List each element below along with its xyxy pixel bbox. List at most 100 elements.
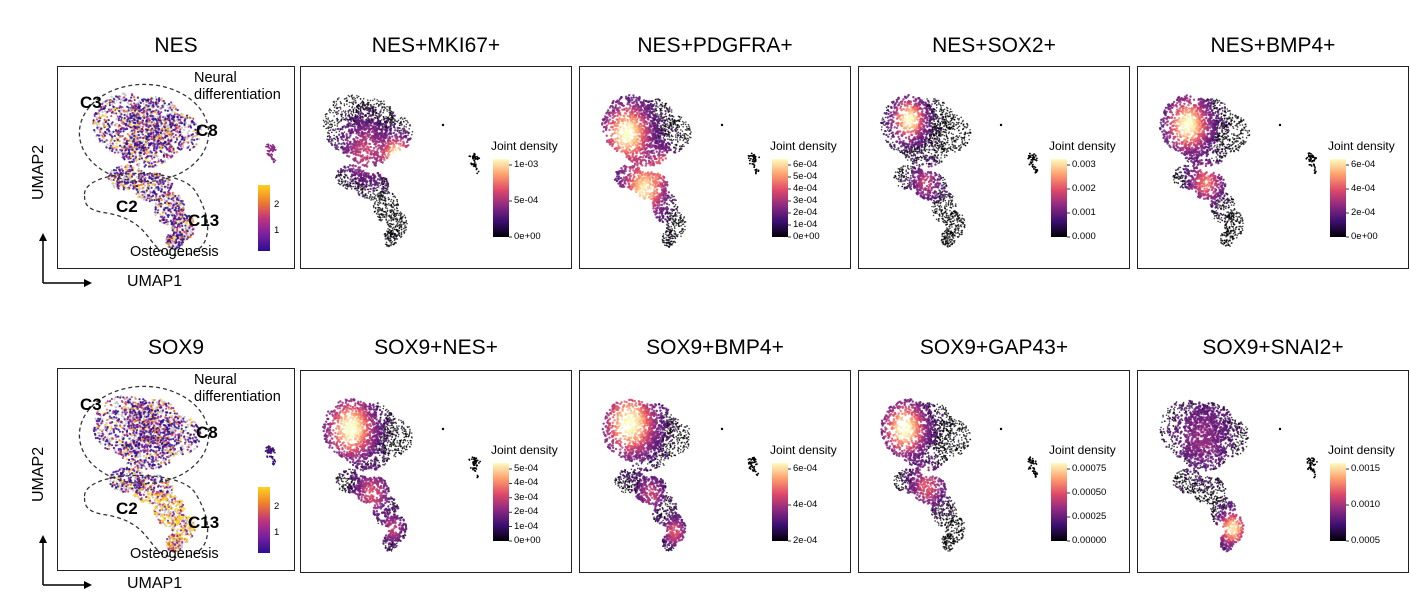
cell-point bbox=[172, 124, 174, 126]
cell-point bbox=[377, 135, 379, 137]
cell-point bbox=[136, 128, 138, 130]
cell-point bbox=[402, 118, 404, 120]
cell-point bbox=[158, 121, 160, 123]
cell-point bbox=[368, 192, 370, 194]
cell-point bbox=[365, 164, 367, 166]
inset-point bbox=[472, 158, 474, 160]
cell-point bbox=[346, 100, 348, 102]
cell-point bbox=[157, 116, 159, 118]
cell-point bbox=[112, 142, 114, 144]
cell-point bbox=[98, 117, 100, 119]
cell-point bbox=[346, 145, 348, 147]
cell-point bbox=[152, 101, 154, 103]
cell-point bbox=[390, 243, 392, 245]
cell-point bbox=[127, 169, 129, 171]
cell-point bbox=[372, 118, 374, 120]
inset-point bbox=[473, 154, 475, 156]
cell-point bbox=[350, 109, 352, 111]
cell-point bbox=[341, 180, 343, 182]
cell-point bbox=[381, 213, 383, 215]
cell-point bbox=[182, 113, 184, 115]
cell-point bbox=[367, 131, 369, 133]
cell-point bbox=[171, 214, 173, 216]
cell-point bbox=[345, 187, 347, 189]
cell-point bbox=[130, 124, 132, 126]
cell-point bbox=[349, 178, 351, 180]
cell-point bbox=[383, 100, 385, 102]
cell-point bbox=[327, 122, 329, 124]
cell-point bbox=[358, 143, 360, 145]
cell-point bbox=[378, 192, 380, 194]
cell-point bbox=[131, 93, 133, 95]
cell-point bbox=[151, 115, 153, 117]
cell-point bbox=[172, 229, 174, 231]
cell-point bbox=[130, 144, 132, 146]
cell-point bbox=[182, 220, 184, 222]
cell-point bbox=[388, 203, 390, 205]
cell-point bbox=[146, 118, 148, 120]
cell-point bbox=[378, 105, 380, 107]
cell-point bbox=[145, 158, 147, 160]
cell-point bbox=[326, 123, 328, 125]
cell-point bbox=[379, 115, 381, 117]
cell-point bbox=[346, 151, 348, 153]
cell-point bbox=[352, 98, 354, 100]
inset-point bbox=[468, 155, 470, 157]
cell-point bbox=[155, 131, 157, 133]
cell-point bbox=[326, 138, 328, 140]
cell-point bbox=[168, 197, 170, 199]
cell-point bbox=[332, 120, 334, 122]
cell-point bbox=[374, 129, 376, 131]
cell-point bbox=[129, 184, 131, 186]
cell-point bbox=[170, 126, 172, 128]
cell-point bbox=[112, 131, 114, 133]
cell-point bbox=[361, 189, 363, 191]
cell-point bbox=[174, 113, 176, 115]
cell-point bbox=[391, 119, 393, 121]
inset-point bbox=[266, 146, 268, 148]
cell-point bbox=[124, 181, 126, 183]
cell-point bbox=[387, 185, 389, 187]
cell-point bbox=[366, 151, 368, 153]
cell-point bbox=[393, 132, 395, 134]
cell-point bbox=[387, 122, 389, 124]
cell-point bbox=[364, 180, 366, 182]
cell-point bbox=[183, 129, 185, 131]
cell-point bbox=[137, 103, 139, 105]
cell-point bbox=[108, 178, 110, 180]
cell-point bbox=[396, 199, 398, 201]
cell-point bbox=[168, 189, 170, 191]
cell-point bbox=[168, 179, 170, 181]
cell-point bbox=[160, 148, 162, 150]
cell-point bbox=[383, 104, 385, 106]
cell-point bbox=[388, 219, 390, 221]
cell-point bbox=[160, 145, 162, 147]
cell-point bbox=[380, 220, 382, 222]
cell-point bbox=[376, 113, 378, 115]
cell-point bbox=[155, 152, 157, 154]
cell-point bbox=[148, 105, 150, 107]
cell-point bbox=[394, 114, 396, 116]
cell-point bbox=[350, 182, 352, 184]
cell-point bbox=[175, 123, 177, 125]
cell-point bbox=[358, 191, 360, 193]
cell-point bbox=[330, 140, 332, 142]
cell-point bbox=[183, 203, 185, 205]
cell-point bbox=[343, 184, 345, 186]
cell-point bbox=[358, 132, 360, 134]
cell-point bbox=[173, 121, 175, 123]
cell-point bbox=[362, 195, 364, 197]
umap2-label: UMAP2 bbox=[30, 145, 48, 200]
cell-point bbox=[150, 151, 152, 153]
cell-point bbox=[128, 120, 130, 122]
cell-point bbox=[184, 119, 186, 121]
cell-point bbox=[372, 109, 374, 111]
cell-point bbox=[189, 149, 191, 151]
cell-point bbox=[354, 169, 356, 171]
cell-point bbox=[142, 187, 144, 189]
cell-point bbox=[345, 98, 347, 100]
cell-point bbox=[118, 107, 120, 109]
cell-point bbox=[111, 150, 113, 152]
cell-point bbox=[368, 189, 370, 191]
cell-point bbox=[141, 128, 143, 130]
